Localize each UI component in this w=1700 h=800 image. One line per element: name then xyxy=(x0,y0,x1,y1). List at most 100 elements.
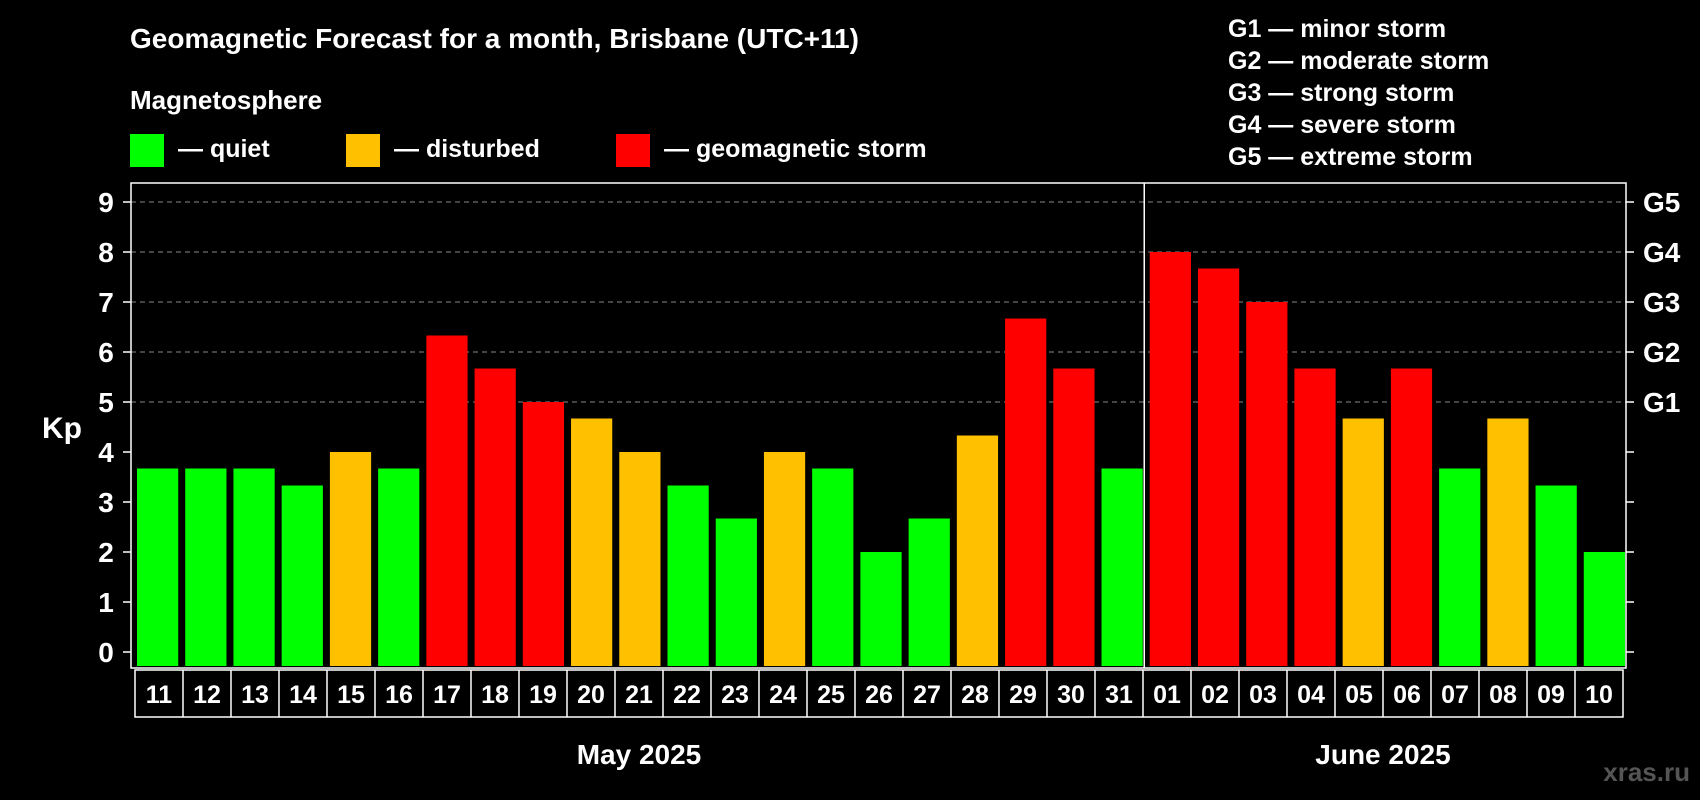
month-label: May 2025 xyxy=(577,739,702,770)
bar-27 xyxy=(908,518,950,666)
x-tick-label: 29 xyxy=(1009,681,1037,709)
month-labels: May 2025 June 2025 xyxy=(577,739,1451,770)
x-tick-label: 11 xyxy=(146,681,173,709)
x-tick-label: 02 xyxy=(1201,681,1229,709)
storm-scale-item: G2 — moderate storm xyxy=(1228,47,1489,75)
bar-20 xyxy=(571,418,613,666)
x-tick-label: 21 xyxy=(625,681,653,709)
bars xyxy=(137,252,1625,666)
x-axis: 11 12 13 14 15 16 17 18 19 20 21 22 23 24 25 26 27 28 29 30… xyxy=(134,669,1624,718)
x-tick-label: 15 xyxy=(337,681,365,709)
x-tick-label: 30 xyxy=(1057,681,1085,709)
bar-16 xyxy=(378,468,420,666)
bar-02 xyxy=(1197,268,1240,666)
x-tick-label: 08 xyxy=(1489,681,1517,709)
y-axis: 0 1 2 3 4 5 6 7 8 9 xyxy=(98,187,131,668)
right-axis: G1 G2 G3 G4 G5 xyxy=(1626,187,1681,653)
x-tick-label: 17 xyxy=(433,681,461,709)
bar-09 xyxy=(1535,485,1577,666)
x-tick-label: 23 xyxy=(721,681,749,709)
g-level-label: G3 xyxy=(1643,287,1680,318)
x-tick-label: 16 xyxy=(385,681,413,709)
x-tick-label: 25 xyxy=(817,681,845,709)
x-tick-label: 20 xyxy=(577,681,605,709)
bar-23 xyxy=(715,518,757,666)
legend-label-quiet: — quiet xyxy=(178,135,270,163)
chart-title: Geomagnetic Forecast for a month, Brisba… xyxy=(130,23,859,54)
y-tick-label: 7 xyxy=(98,287,114,318)
bar-05 xyxy=(1342,418,1384,666)
y-tick-label: 4 xyxy=(98,437,114,468)
x-tick-label: 18 xyxy=(481,681,509,709)
storm-scale-item: G3 — strong storm xyxy=(1228,79,1454,107)
legend-title: Magnetosphere xyxy=(130,85,322,115)
bar-19 xyxy=(522,402,565,666)
grid-lines xyxy=(131,201,1626,403)
storm-scale-item: G4 — severe storm xyxy=(1228,111,1456,139)
legend-swatch-storm xyxy=(616,134,650,167)
plot-frame xyxy=(130,182,1627,669)
bar-28 xyxy=(956,435,999,666)
g-level-label: G2 xyxy=(1643,337,1680,368)
legend-swatch-quiet xyxy=(130,134,164,167)
plot-border xyxy=(130,182,1627,669)
x-axis-box xyxy=(134,669,1624,718)
y-tick-label: 3 xyxy=(98,487,114,518)
bar-08 xyxy=(1487,418,1529,666)
bar-03 xyxy=(1246,302,1288,666)
x-tick-label: 07 xyxy=(1441,681,1469,709)
x-tick-label: 06 xyxy=(1393,681,1421,709)
y-tick-label: 5 xyxy=(98,387,114,418)
x-tick-label: 24 xyxy=(769,681,797,709)
bar-14 xyxy=(281,485,323,666)
bar-17 xyxy=(426,335,468,666)
bar-10 xyxy=(1583,552,1625,666)
y-axis-label: Kp xyxy=(42,412,82,445)
bar-25 xyxy=(812,468,854,666)
x-tick-label: 09 xyxy=(1537,681,1565,709)
x-tick-label: 13 xyxy=(241,681,269,709)
storm-scale-item: G5 — extreme storm xyxy=(1228,143,1473,171)
y-tick-label: 1 xyxy=(98,587,114,618)
bar-21 xyxy=(619,452,661,666)
storm-scale-item: G1 — minor storm xyxy=(1228,15,1446,43)
bar-18 xyxy=(474,368,516,666)
x-tick-label: 28 xyxy=(961,681,989,709)
g-level-label: G4 xyxy=(1643,237,1681,268)
x-tick-label: 12 xyxy=(193,681,221,709)
bar-04 xyxy=(1294,368,1336,666)
bar-26 xyxy=(860,552,902,666)
bar-11 xyxy=(137,468,179,666)
bar-30 xyxy=(1053,368,1095,666)
y-tick-label: 9 xyxy=(98,187,114,218)
x-tick-label: 27 xyxy=(913,681,941,709)
x-tick-label: 03 xyxy=(1249,681,1277,709)
y-tick-label: 6 xyxy=(98,337,114,368)
x-tick-label: 01 xyxy=(1153,681,1181,709)
bar-31 xyxy=(1101,468,1143,666)
legend-swatch-disturbed xyxy=(346,134,380,167)
bar-29 xyxy=(1005,318,1047,666)
bar-13 xyxy=(233,468,275,666)
g-level-label: G1 xyxy=(1643,387,1680,418)
x-tick-label: 31 xyxy=(1105,681,1133,709)
x-tick-label: 14 xyxy=(289,681,317,709)
legend-label-disturbed: — disturbed xyxy=(394,135,540,163)
legend: — quiet — disturbed — geomagnetic storm xyxy=(130,134,927,167)
bar-22 xyxy=(667,485,709,666)
g-level-label: G5 xyxy=(1643,187,1680,218)
watermark: xras.ru xyxy=(1603,757,1690,787)
bar-12 xyxy=(185,468,227,666)
bar-06 xyxy=(1390,368,1433,666)
month-label: June 2025 xyxy=(1315,739,1450,770)
y-tick-label: 0 xyxy=(98,637,114,668)
x-tick-label: 04 xyxy=(1297,681,1325,709)
bar-01 xyxy=(1149,252,1191,666)
storm-scale-legend: G1 — minor storm G2 — moderate storm G3 — … xyxy=(1228,15,1489,171)
bar-15 xyxy=(329,452,372,666)
bar-24 xyxy=(763,452,806,666)
x-tick-label: 10 xyxy=(1585,681,1613,709)
x-tick-label: 19 xyxy=(529,681,557,709)
y-tick-label: 2 xyxy=(98,537,114,568)
